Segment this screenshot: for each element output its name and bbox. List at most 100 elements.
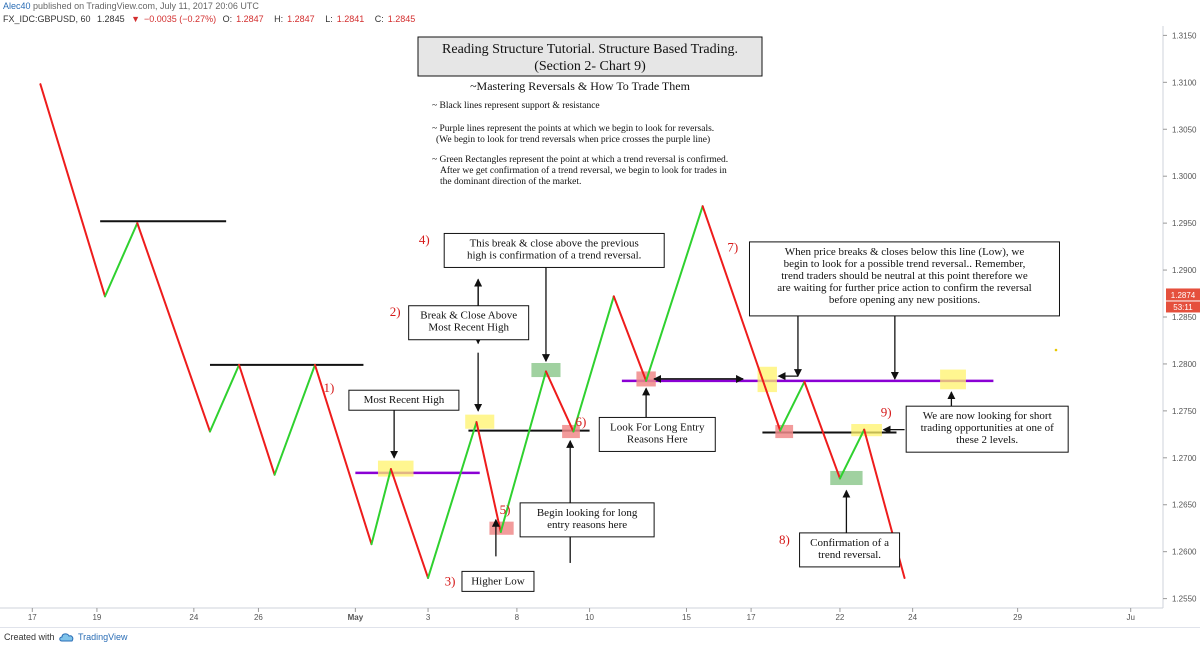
y-tick-label: 1.3100: [1172, 78, 1197, 87]
annotation-text: We are now looking for short: [923, 410, 1052, 422]
down-swing-segment: [612, 295, 648, 382]
down-arrow-icon: ▼: [131, 14, 141, 24]
annotation-number: 8): [779, 532, 790, 547]
annotation-text: trend traders should be neutral at this …: [781, 270, 1028, 282]
x-tick-label: 24: [908, 613, 917, 622]
annotation-text: Higher Low: [471, 575, 525, 587]
stray-dot: [1054, 348, 1058, 352]
x-tick-label: 24: [189, 613, 198, 622]
up-swing-segment: [499, 370, 547, 533]
down-swing-segment: [39, 83, 106, 298]
highlight-box: [940, 369, 966, 390]
annotation-text: Break & Close Above: [420, 310, 517, 322]
low-value: 1.2841: [336, 14, 365, 24]
tradingview-brand-link[interactable]: TradingView: [78, 632, 128, 642]
y-tick-label: 1.2900: [1172, 266, 1197, 275]
x-tick-label: 29: [1013, 613, 1022, 622]
annotation-number: 1): [324, 380, 335, 395]
annotation-text: these 2 levels.: [956, 434, 1018, 446]
annotation-text: are waiting for further price action to …: [777, 282, 1031, 294]
up-swing-segment: [572, 295, 615, 433]
annotation-box: [905, 405, 1069, 453]
up-swing-segment: [273, 363, 316, 476]
highlight-box: [851, 424, 882, 437]
y-tick-label: 1.3000: [1172, 172, 1197, 181]
down-swing-segment: [544, 370, 575, 433]
annotation-text: high is confirmation of a trend reversal…: [467, 249, 642, 261]
price-change: −0.0035 (−0.27%): [144, 14, 217, 24]
confirmation-box: [531, 362, 561, 378]
down-swing-segment: [389, 468, 430, 579]
annotation-text: Confirmation of a: [810, 537, 889, 549]
note-green-detail-1: After we get confirmation of a trend rev…: [440, 165, 727, 176]
annotation-text: trading opportunities at one of: [921, 422, 1055, 434]
y-tick-label: 1.2950: [1172, 219, 1197, 228]
annotation-text: When price breaks & closes below this li…: [785, 246, 1025, 258]
down-swing-segment: [238, 363, 276, 476]
footer-bar: Created with TradingView: [0, 627, 1200, 649]
marker-box-layer: [377, 362, 966, 535]
price-zigzag: [39, 83, 906, 579]
annotation-number: 2): [390, 304, 401, 319]
symbol-label[interactable]: FX_IDC:GBPUSD, 60: [3, 14, 91, 24]
ohlc-legend: FX_IDC:GBPUSD, 60 1.2845 ▼ −0.0035 (−0.27…: [3, 12, 423, 26]
annotation-text: This break & close above the previous: [470, 237, 639, 249]
up-swing-segment: [779, 380, 806, 432]
annotation-text: before opening any new positions.: [829, 294, 980, 306]
x-tick-label: 3: [426, 613, 431, 622]
tradingview-cloud-icon[interactable]: [58, 631, 76, 643]
y-tick-label: 1.2700: [1172, 454, 1197, 463]
annotation-number: 9): [881, 405, 892, 420]
up-swing-segment: [370, 468, 392, 546]
chart-title: Reading Structure Tutorial. Structure Ba…: [442, 42, 738, 57]
y-tick-label: 1.2750: [1172, 407, 1197, 416]
current-price-marker: 1.2874 53:11: [1166, 288, 1200, 313]
up-swing-segment: [208, 363, 241, 433]
annotation-text: Most Recent High: [364, 394, 445, 406]
confirmation-box: [830, 470, 863, 486]
created-with-label: Created with: [4, 632, 55, 642]
high-value: 1.2847: [287, 14, 315, 24]
annotation-text: trend reversal.: [818, 549, 881, 561]
x-tick-label: 26: [254, 613, 263, 622]
last-price: 1.2845: [97, 14, 125, 24]
current-price-label: 1.2874: [1171, 291, 1196, 300]
annotation-box: [348, 389, 460, 411]
annotation-text: Reasons Here: [627, 433, 688, 445]
close-label: C:: [374, 14, 384, 24]
x-tick-label: 15: [682, 613, 691, 622]
annotation-box: [443, 232, 665, 268]
open-value: 1.2847: [236, 14, 264, 24]
countdown-label-bg: [1166, 301, 1200, 313]
annotation-number: 6): [576, 414, 587, 429]
close-value: 1.2845: [387, 14, 416, 24]
x-tick-label: 19: [92, 613, 101, 622]
x-tick-label: Ju: [1126, 613, 1134, 622]
down-swing-segment: [313, 363, 373, 546]
down-swing-segment: [136, 222, 211, 433]
time-axis[interactable]: 17 19 24 26 May 3 8 10 15 17 22 24 29 Ju: [28, 608, 1135, 622]
note-purple-lines-detail: (We begin to look for trend reversals wh…: [436, 134, 710, 145]
up-swing-segment: [645, 205, 704, 382]
annotation-box: [408, 305, 530, 341]
up-swing-segment: [838, 428, 866, 480]
up-swing-segment: [427, 421, 478, 579]
publish-info: published on TradingView.com, July 11, 2…: [33, 1, 259, 11]
price-axis[interactable]: 1.2550 1.2600 1.2650 1.2700 1.2750 1.2800 1.28…: [1163, 31, 1197, 604]
low-label: L:: [325, 14, 333, 24]
author-link[interactable]: Alec40: [3, 1, 31, 11]
countdown-label: 53:11: [1173, 303, 1193, 312]
chart-heading: ~Mastering Reversals & How To Trade Them: [470, 79, 691, 93]
annotation-text: Most Recent High: [428, 322, 509, 334]
annotation-text: Begin looking for long: [537, 507, 638, 519]
note-black-lines: ~ Black lines represent support & resist…: [432, 101, 600, 111]
x-tick-label: 17: [747, 613, 756, 622]
annotation-box: [519, 502, 655, 538]
highlight-box: [465, 414, 495, 429]
x-tick-label: 22: [835, 613, 844, 622]
price-chart[interactable]: Reading Structure Tutorial. Structure Ba…: [0, 0, 1200, 627]
annotation-text: entry reasons here: [547, 519, 627, 531]
annotation-number: 7): [727, 239, 738, 254]
